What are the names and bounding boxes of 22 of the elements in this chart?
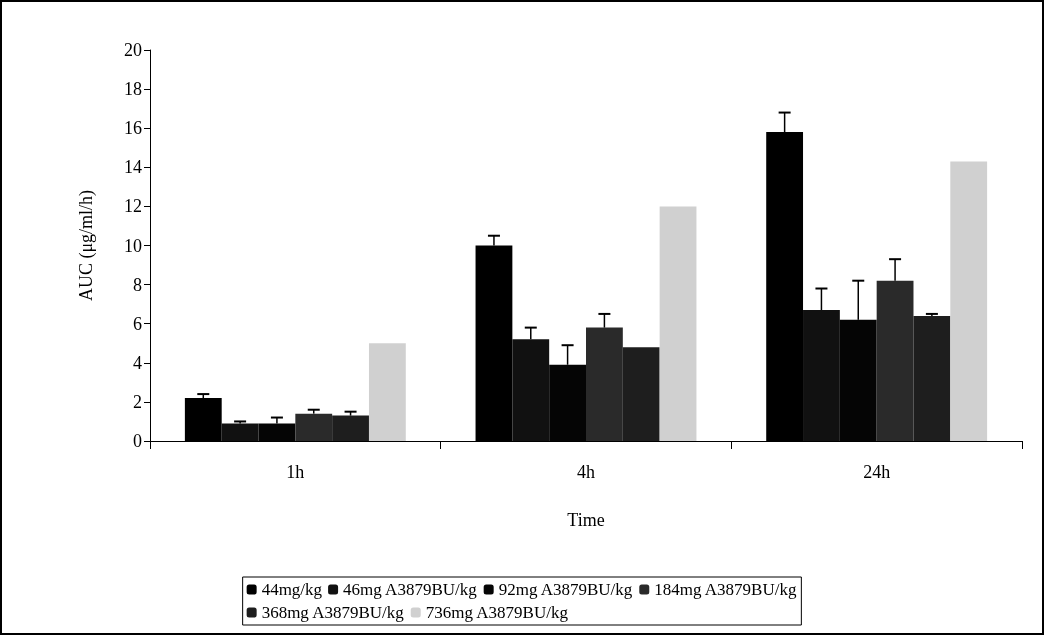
legend-label: 44mg/kg — [261, 580, 323, 599]
y-tick-label: 12 — [124, 196, 142, 217]
x-tick-label: 24h — [863, 462, 891, 482]
legend-label: 92mg A3879BU/kg — [498, 580, 633, 599]
y-tick-label: 16 — [124, 118, 142, 139]
legend-label: 46mg A3879BU/kg — [343, 580, 478, 599]
x-axis-title: Time — [567, 510, 605, 530]
y-tick-label: 6 — [133, 313, 142, 334]
y-tick-label: 20 — [124, 40, 142, 60]
y-tick-label: 8 — [133, 274, 142, 295]
x-tick-label: 4h — [577, 462, 595, 482]
y-axis-title: AUC (μg/ml/h) — [76, 189, 97, 302]
y-tick-label: 18 — [124, 79, 142, 100]
legend-label: 736mg A3879BU/kg — [425, 603, 569, 622]
legend-label: 368mg A3879BU/kg — [261, 603, 405, 622]
y-tick-label: 2 — [133, 391, 142, 412]
x-tick-label: 1h — [286, 462, 305, 482]
y-tick-label: 10 — [124, 235, 142, 256]
y-tick-label: 0 — [133, 431, 142, 451]
y-tick-label: 4 — [133, 352, 142, 373]
y-tick-label: 14 — [124, 157, 142, 178]
legend-label: 184mg A3879BU/kg — [654, 580, 797, 599]
